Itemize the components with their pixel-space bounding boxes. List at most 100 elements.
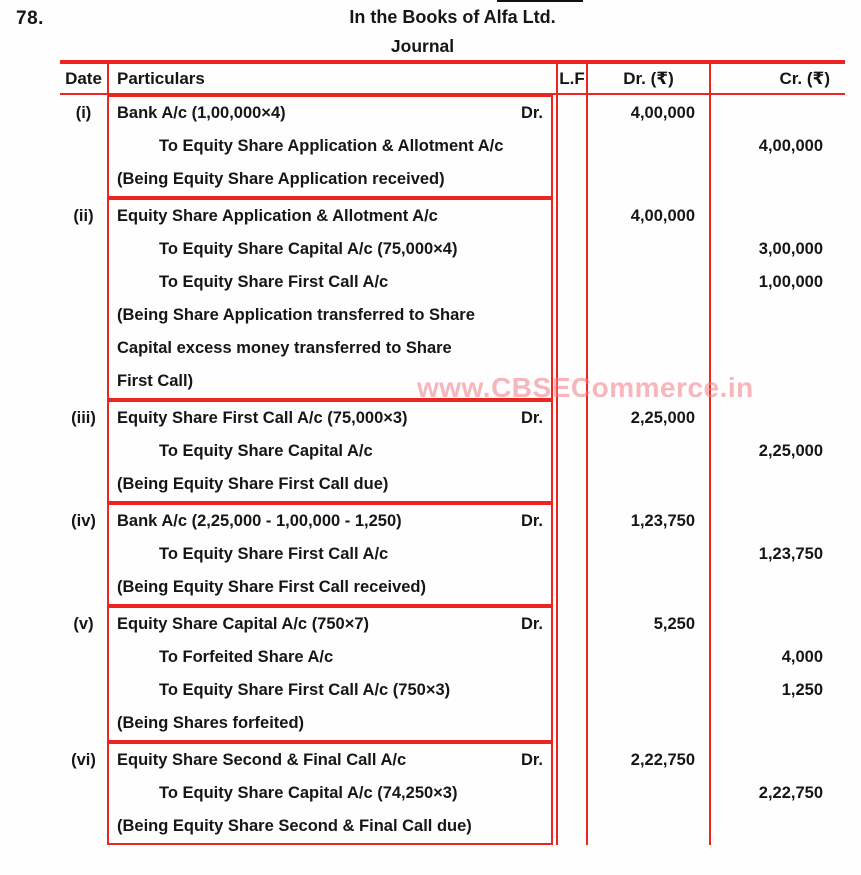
- particulars-line: (Being Equity Share Second & Final Call …: [109, 810, 551, 843]
- particulars-text: Bank A/c (1,00,000×4): [117, 104, 286, 122]
- amount-spacer: [711, 163, 845, 196]
- particulars-text: To Equity Share First Call A/c: [159, 545, 389, 563]
- lf-cell: [556, 95, 588, 198]
- amount-spacer: [711, 707, 845, 740]
- amount-spacer: [588, 810, 709, 843]
- credit-amount-column: 4,00,000: [709, 95, 845, 198]
- entry-date-label: (i): [75, 104, 92, 122]
- debit-amount: 2,22,750: [630, 751, 695, 769]
- particulars-line: To Equity Share Capital A/c: [109, 435, 551, 468]
- amount-spacer: [711, 365, 845, 398]
- particulars-line: (Being Equity Share Application received…: [109, 163, 551, 196]
- particulars-line: Capital excess money transferred to Shar…: [109, 332, 551, 365]
- particulars-text: Equity Share Capital A/c (750×7): [117, 615, 370, 633]
- particulars-cell: Bank A/c (1,00,000×4) Dr. To Equity Share …: [107, 95, 553, 198]
- amount-spacer: [711, 402, 845, 435]
- credit-amount-column: 4,000 1,250: [709, 606, 845, 742]
- header-date: Date: [65, 68, 102, 88]
- amount-spacer: [711, 200, 845, 233]
- debit-indicator: Dr.: [520, 409, 543, 427]
- particulars-line: Equity Share Application & Allotment A/c: [109, 200, 551, 233]
- particulars-text: To Equity Share Capital A/c (74,250×3): [159, 784, 458, 802]
- amount-spacer: [711, 608, 845, 641]
- table-top-double-rule: [60, 60, 845, 64]
- question-number: 78.: [16, 8, 44, 29]
- particulars-line: Equity Share Capital A/c (750×7) Dr.: [109, 608, 551, 641]
- amount-spacer: [588, 299, 709, 332]
- lf-cell: [556, 606, 588, 742]
- amount-spacer: [588, 266, 709, 299]
- particulars-line: To Equity Share Application & Allotment …: [109, 130, 551, 163]
- entry-date-label: (iv): [71, 512, 96, 530]
- particulars-text: Capital excess money transferred to Shar…: [117, 339, 452, 357]
- particulars-text: (Being Equity Share Second & Final Call …: [117, 817, 472, 835]
- particulars-cell: Equity Share Second & Final Call A/c Dr. T…: [107, 742, 553, 845]
- particulars-cell: Bank A/c (2,25,000 - 1,00,000 - 1,250) Dr…: [107, 503, 553, 606]
- debit-amount: 5,250: [653, 615, 695, 633]
- journal-heading: Journal: [390, 36, 455, 56]
- journal-entry-row: (iii) Equity Share First Call A/c (75,000…: [60, 400, 845, 503]
- amount-spacer: [588, 641, 709, 674]
- particulars-line: To Equity Share Capital A/c (75,000×4): [109, 233, 551, 266]
- amount-spacer: [711, 97, 845, 130]
- lf-cell: [556, 503, 588, 606]
- amount-spacer: [588, 233, 709, 266]
- debit-amount-column: 1,23,750: [588, 503, 709, 606]
- particulars-text: To Equity Share First Call A/c: [159, 273, 389, 291]
- credit-amount: 3,00,000: [758, 240, 823, 258]
- particulars-text: Equity Share First Call A/c (75,000×3): [117, 409, 408, 427]
- amount-spacer: [711, 299, 845, 332]
- particulars-line: To Equity Share First Call A/c (750×3): [109, 674, 551, 707]
- amount-spacer: [588, 707, 709, 740]
- credit-amount: 4,000: [781, 648, 823, 666]
- entry-date-label: (vi): [71, 751, 96, 769]
- header-credit: Cr. (₹): [709, 64, 845, 93]
- particulars-line: Bank A/c (2,25,000 - 1,00,000 - 1,250) Dr…: [109, 505, 551, 538]
- amount-spacer: [711, 332, 845, 365]
- journal-entry-row: (v) Equity Share Capital A/c (750×7) Dr. To…: [60, 606, 845, 742]
- journal-entry-row: (iv) Bank A/c (2,25,000 - 1,00,000 - 1,25…: [60, 503, 845, 606]
- debit-amount-column: 2,22,750: [588, 742, 709, 845]
- amount-spacer: [588, 435, 709, 468]
- debit-indicator: Dr.: [520, 751, 543, 769]
- particulars-text: To Equity Share First Call A/c (750×3): [159, 681, 451, 699]
- credit-amount: 2,22,750: [758, 784, 823, 802]
- header-particulars: Particulars: [107, 64, 553, 93]
- amount-spacer: [588, 571, 709, 604]
- debit-amount: 4,00,000: [630, 207, 695, 225]
- particulars-text: To Forfeited Share A/c: [159, 648, 334, 666]
- credit-amount: 1,23,750: [758, 545, 823, 563]
- amount-spacer: [711, 505, 845, 538]
- particulars-line: First Call): [109, 365, 551, 398]
- page-title: In the Books of Alfa Ltd.: [349, 7, 556, 27]
- particulars-text: Equity Share Second & Final Call A/c: [117, 751, 407, 769]
- particulars-text: To Equity Share Capital A/c: [159, 442, 373, 460]
- particulars-cell: Equity Share First Call A/c (75,000×3) Dr…: [107, 400, 553, 503]
- credit-amount: 2,25,000: [758, 442, 823, 460]
- header-lf: L.F: [556, 64, 588, 93]
- amount-spacer: [588, 674, 709, 707]
- particulars-text: To Equity Share Application & Allotment …: [159, 137, 504, 155]
- particulars-cell: Equity Share Capital A/c (750×7) Dr. To Fo…: [107, 606, 553, 742]
- particulars-text: (Being Equity Share First Call received): [117, 578, 427, 596]
- particulars-line: (Being Equity Share First Call received): [109, 571, 551, 604]
- entry-date-label: (v): [73, 615, 94, 633]
- lf-cell: [556, 198, 588, 400]
- credit-amount-column: 2,25,000: [709, 400, 845, 503]
- particulars-line: To Equity Share First Call A/c: [109, 266, 551, 299]
- amount-spacer: [588, 468, 709, 501]
- particulars-line: (Being Share Application transferred to …: [109, 299, 551, 332]
- particulars-text: Equity Share Application & Allotment A/c: [117, 207, 438, 225]
- journal-entry-row: (vi) Equity Share Second & Final Call A/c…: [60, 742, 845, 845]
- amount-spacer: [588, 777, 709, 810]
- debit-amount: 1,23,750: [630, 512, 695, 530]
- particulars-text: First Call): [117, 372, 194, 390]
- amount-spacer: [711, 810, 845, 843]
- debit-amount: 4,00,000: [630, 104, 695, 122]
- journal-table: Date Particulars L.F Dr. (₹) Cr. (₹) (i)…: [60, 60, 845, 845]
- amount-spacer: [588, 130, 709, 163]
- credit-amount-column: 3,00,000 1,00,000: [709, 198, 845, 400]
- debit-amount-column: 4,00,000: [588, 198, 709, 400]
- amount-spacer: [711, 571, 845, 604]
